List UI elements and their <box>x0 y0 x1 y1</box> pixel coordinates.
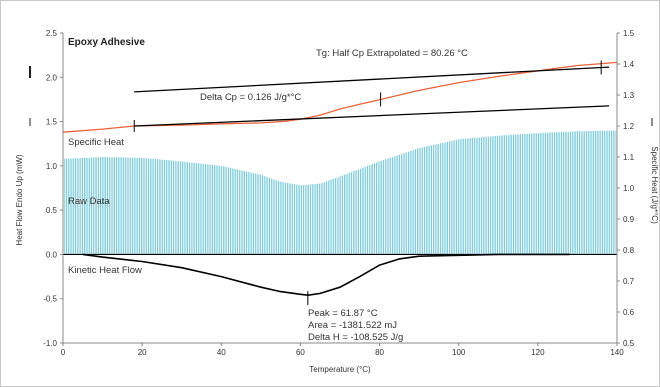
y-left-tick-label: 0.5 <box>46 206 58 215</box>
line-layer <box>62 60 618 306</box>
peak-annotation: Peak = 61.87 °C <box>308 308 378 319</box>
specific-heat-label: Specific Heat <box>68 137 124 148</box>
y-right-tick-label: 1.5 <box>623 29 635 38</box>
x-axis-title: Temperature (°C) <box>309 365 371 374</box>
delta-h-annotation: Delta H = -108.525 J/g <box>308 332 403 343</box>
y-left-tick-label: 2.5 <box>46 29 58 38</box>
y-right-tick-label: 0.6 <box>623 308 635 317</box>
y-right-tick-label: 0.7 <box>623 277 635 286</box>
chart-title: Epoxy Adhesive <box>68 37 145 48</box>
y-left-tick-label: -0.5 <box>43 295 57 304</box>
x-tick-label: 140 <box>610 348 624 357</box>
x-tick-label: 80 <box>375 348 384 357</box>
kinetic-heat-flow-series <box>82 253 570 297</box>
y-left-tick-label: 0.0 <box>46 250 58 259</box>
y-left-tick-label: -1.0 <box>43 339 57 348</box>
y-left-tick-label: 2.0 <box>46 73 58 82</box>
x-tick-label: 40 <box>217 348 226 357</box>
y-right-tick-label: 0.5 <box>623 339 635 348</box>
y-axis-right-title: Specific Heat (J/g*°C) <box>650 146 659 224</box>
delta-cp-annotation: Delta Cp = 0.126 J/g*°C <box>200 92 301 103</box>
tg-annotation: Tg: Half Cp Extrapolated = 80.26 °C <box>316 48 468 59</box>
y-right-tick-label: 1.3 <box>623 91 635 100</box>
y-left-tick-label: 1.5 <box>46 118 58 127</box>
kinetic-heat-flow-label: Kinetic Heat Flow <box>68 265 142 276</box>
raw-data-label: Raw Data <box>68 196 110 207</box>
y-right-tick-label: 0.8 <box>623 246 635 255</box>
y-right-tick-label: 1.0 <box>623 184 635 193</box>
y-right-tick-label: 1.2 <box>623 122 635 131</box>
axis-layer: 0 20 40 60 80 100 120 140 2.5 2.0 1.5 1.0 0.5 0.0 -0.5… <box>43 29 634 357</box>
x-tick-label: 0 <box>61 348 66 357</box>
y-left-tick-label: 1.0 <box>46 162 58 171</box>
area-annotation: Area = -1381.522 mJ <box>308 320 397 331</box>
x-tick-label: 20 <box>138 348 147 357</box>
y-axis-left-title: Heat Flow Endo Up (mW) <box>15 154 24 245</box>
y-right-tick-label: 1.4 <box>623 60 635 69</box>
y-right-tick-label: 1.1 <box>623 153 635 162</box>
x-tick-label: 120 <box>531 348 545 357</box>
lower-tangent <box>134 105 610 127</box>
upper-tangent <box>134 66 610 93</box>
x-tick-label: 60 <box>296 348 305 357</box>
y-right-tick-label: 0.9 <box>623 215 635 224</box>
x-tick-label: 100 <box>452 348 466 357</box>
